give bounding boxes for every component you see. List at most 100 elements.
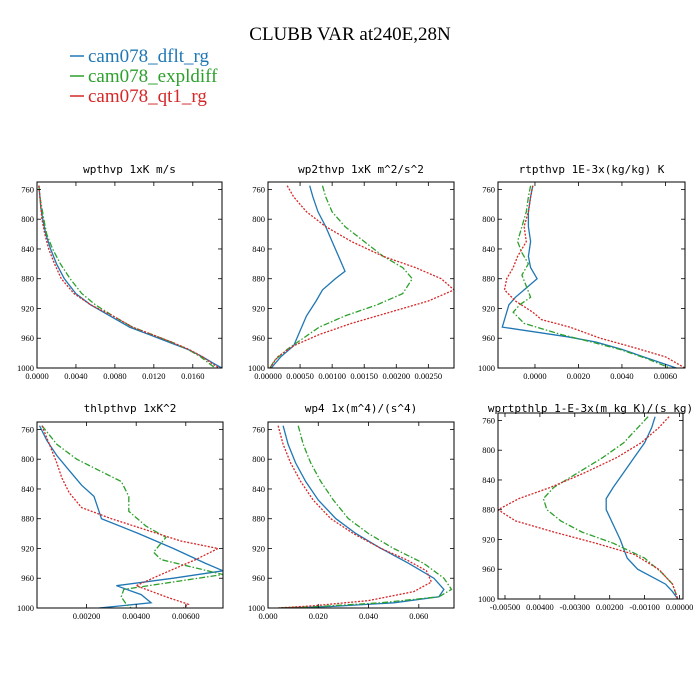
x-tick-label: 0.00200 (596, 602, 624, 612)
y-tick-label: 960 (252, 333, 265, 343)
y-tick-label: 840 (482, 244, 495, 254)
y-tick-label: 920 (21, 303, 34, 313)
y-tick-label: 800 (482, 214, 495, 224)
figure-title: CLUBB VAR at240E,28N (249, 24, 451, 45)
y-tick-label: 800 (482, 445, 495, 455)
x-tick-label: 0.00150 (350, 371, 378, 381)
x-tick-label: 0.0000 (25, 371, 48, 381)
y-tick-label: 960 (252, 573, 265, 583)
y-tick-label: 800 (21, 454, 34, 464)
series-group (501, 185, 685, 368)
y-tick-label: 1000 (478, 363, 495, 373)
series-line-cam078_dflt_rg (270, 185, 346, 368)
y-tick-label: 800 (252, 214, 265, 224)
y-tick-label: 880 (252, 514, 265, 524)
x-tick-label: 0.0020 (567, 371, 590, 381)
series-line-cam078_dflt_rg (38, 425, 223, 608)
x-tick-label: 0.0160 (181, 371, 204, 381)
y-tick-label: 880 (482, 274, 495, 284)
x-tick-label: 0.00000 (254, 371, 282, 381)
y-tick-label: 800 (21, 214, 34, 224)
y-tick-label: 760 (252, 184, 265, 194)
y-tick-label: 840 (21, 484, 34, 494)
y-tick-label: 840 (252, 244, 265, 254)
y-tick-label: 920 (21, 543, 34, 553)
x-tick-label: 0.00400 (122, 611, 150, 621)
y-tick-label: 1000 (248, 603, 265, 613)
panel-title: wp4 1x(m^4)/(s^4) (305, 402, 418, 415)
y-tick-label: 760 (482, 415, 495, 425)
y-tick-label: 840 (21, 244, 34, 254)
panel-title: thlpthvp 1xK^2 (84, 402, 177, 415)
y-tick-label: 760 (252, 424, 265, 434)
y-tick-label: 1000 (17, 603, 34, 613)
x-tick-label: 0.00050 (286, 371, 314, 381)
y-tick-label: 920 (252, 543, 265, 553)
series-group (498, 416, 679, 599)
panel-title: wprtpthlp 1-E-3x(m kg K)/(s kg) (488, 402, 693, 415)
panel-wp2thvp: wp2thvp 1xK m^2/s^2 760 800 840 880 920 960 10… (248, 163, 455, 381)
panel-wprtpthlp: wprtpthlp 1-E-3x(m kg K)/(s kg) 760 800 84… (478, 402, 693, 612)
panel-wpthvp: wpthvp 1xK m/s 76080084088092096010000.0… (17, 163, 223, 381)
y-tick-label: 880 (21, 274, 34, 284)
y-tick-label: 920 (482, 534, 495, 544)
series-line-cam078_qt1_rg (503, 185, 685, 368)
x-tick-label: 0.0040 (610, 371, 633, 381)
panel-title: rtpthvp 1E-3x(kg/kg) K (519, 163, 665, 176)
plot-frame (36, 421, 224, 609)
y-tick-label: 960 (482, 564, 495, 574)
plot-frame (497, 181, 686, 369)
x-tick-label: 0.00100 (318, 371, 346, 381)
y-tick-label: 760 (21, 184, 34, 194)
y-tick-label: 880 (252, 274, 265, 284)
series-line-cam078_dflt_rg (280, 425, 445, 608)
series-line-cam078_expldiff (269, 185, 414, 368)
plot-frame (267, 181, 455, 369)
plot-frame (36, 181, 223, 369)
y-tick-label: 880 (482, 505, 495, 515)
x-tick-label: 0.0060 (654, 371, 677, 381)
series-line-cam078_dflt_rg (501, 185, 677, 368)
legend-label-dflt: cam078_dflt_rg (88, 46, 210, 67)
y-tick-label: 760 (21, 424, 34, 434)
x-tick-label: 0.0000 (523, 371, 546, 381)
x-tick-label: 0.00200 (382, 371, 410, 381)
x-tick-label: 0.00400 (526, 602, 554, 612)
y-tick-label: 800 (252, 454, 265, 464)
panel-thlpthvp: thlpthvp 1xK^2 760 800 840 880 920 960 1000 0.0… (17, 402, 224, 621)
y-tick-label: 920 (252, 303, 265, 313)
series-group (38, 425, 223, 608)
panel-title: wp2thvp 1xK m^2/s^2 (298, 163, 424, 176)
series-line-cam078_qt1_rg (38, 185, 220, 368)
series-group (277, 425, 453, 608)
series-group (269, 185, 454, 368)
plot-frame (497, 412, 684, 600)
legend-label-expldiff: cam078_expldiff (88, 66, 218, 87)
y-tick-label: 840 (482, 475, 495, 485)
legend-label-qt1: cam078_qt1_rg (88, 86, 207, 107)
x-tick-label: 0.00000 (666, 602, 694, 612)
panel-wp4: wp4 1x(m^4)/(s^4) 760 800 840 880 920 960 1000… (248, 402, 455, 621)
legend: cam078_dflt_rg cam078_expldiff cam078_qt… (70, 46, 218, 107)
x-tick-label: 0.00200 (73, 611, 101, 621)
x-tick-label: 0.0120 (142, 371, 165, 381)
series-line-cam078_expldiff (512, 185, 671, 368)
y-tick-label: 960 (21, 573, 34, 583)
y-tick-label: 880 (21, 514, 34, 524)
y-tick-label: 960 (482, 333, 495, 343)
y-tick-label: 960 (21, 333, 34, 343)
x-tick-label: -0.00100 (629, 602, 659, 612)
x-tick-label: -0.00500 (490, 602, 520, 612)
y-tick-label: 920 (482, 303, 495, 313)
series-line-cam078_qt1_rg (277, 425, 433, 608)
x-tick-label: 0.020 (309, 611, 328, 621)
series-line-cam078_dflt_rg (605, 416, 679, 599)
panel-rtpthvp: rtpthvp 1E-3x(kg/kg) K 760 800 840 880 920 96… (478, 163, 686, 381)
x-tick-label: -0.00300 (560, 602, 590, 612)
y-tick-label: 1000 (248, 363, 265, 373)
x-tick-label: 0.0080 (103, 371, 126, 381)
x-tick-label: 0.00250 (415, 371, 443, 381)
series-line-cam078_expldiff (41, 425, 223, 608)
